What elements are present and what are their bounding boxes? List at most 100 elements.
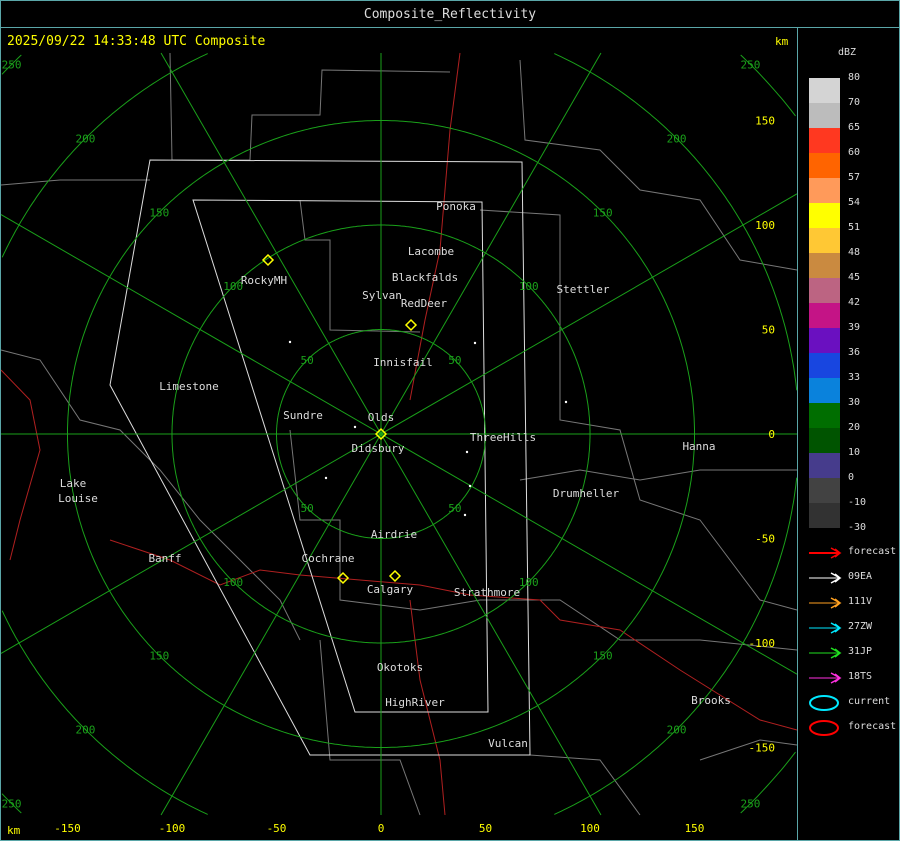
radial-line [0,214,798,675]
range-ring [1,54,796,814]
arrow-icon [809,622,842,634]
color-swatch [809,103,840,128]
radar-site-icon [374,427,388,441]
legend-value: 57 [848,172,861,183]
city-label: Vulcan [488,737,528,750]
radar-site-icon [336,571,350,585]
y-tick-label: -150 [749,742,776,755]
legend-value: 20 [848,422,861,433]
legend-value: 30 [848,397,861,408]
ring-label: 50 [300,354,313,367]
legend-value: 80 [848,72,861,83]
radar-map[interactable]: 50 50 50 50 100 100 100 100 150 150 150 150 200 200 20… [0,0,798,841]
color-swatch [809,328,840,353]
city-label: Limestone [159,380,219,393]
arrow-icon [809,547,842,559]
county-line [0,349,301,641]
arrow-icon [809,597,842,609]
y-tick-label: -50 [755,533,775,546]
legend-value: 60 [848,147,861,158]
color-swatch [809,428,840,453]
x-tick-label: 50 [479,822,492,835]
city-label: ThreeHills [470,431,536,444]
city-label: Blackfalds [392,271,458,284]
radar-site-icon [388,569,402,583]
ring-label: 50 [448,502,461,515]
y-tick-label: -100 [749,637,776,650]
city-label: RedDeer [401,297,448,310]
ring-label: 150 [593,650,613,663]
color-swatch [809,403,840,428]
city-label: Sundre [283,409,323,422]
legend-value: 0 [848,472,855,483]
city-label: Louise [58,492,98,505]
color-swatch [809,203,840,228]
city-label: Calgary [367,583,414,596]
legend-value: -30 [848,522,867,533]
color-swatch [809,78,840,103]
legend-value: 36 [848,347,861,358]
ring-label: 250 [740,59,760,72]
radar-domain-outer [109,159,531,756]
legend-value: 48 [848,247,861,258]
ring-label: 250 [740,797,760,810]
city-label: Banff [148,552,181,565]
legend-track-label: current [848,696,891,707]
city-label: Strathmore [454,586,520,599]
echo-point [324,476,328,480]
ring-label: 200 [76,132,96,145]
legend-track-label: 27ZW [848,621,873,632]
ellipse-icon [809,695,839,711]
ring-label: 200 [76,724,96,737]
radar-site-icon [261,253,275,267]
ring-label: 50 [448,354,461,367]
legend-value: -10 [848,497,867,508]
legend-value: 42 [848,297,861,308]
plot-layer: 50 50 50 50 100 100 100 100 150 150 150 150 200 200 20… [0,52,798,816]
legend-value: 33 [848,372,861,383]
color-swatch [809,178,840,203]
legend-title: dBZ [838,47,857,58]
city-label: Brooks [691,694,731,707]
ring-label: 200 [667,724,687,737]
range-ring [1,53,798,815]
legend-track-label: 31JP [848,646,873,657]
color-swatch [809,478,840,503]
city-label: Sylvan [362,289,402,302]
color-swatch [809,228,840,253]
y-unit-label: km [775,35,789,48]
x-tick-label: -150 [54,822,81,835]
ring-label: 50 [300,502,313,515]
city-label: Cochrane [302,552,355,565]
city-label: Stettler [557,283,610,296]
legend-track-label: 18TS [848,671,873,682]
city-label: Okotoks [377,661,423,674]
echo-point [353,425,357,429]
legend-value: 51 [848,222,861,233]
county-line [289,429,798,651]
arrow-icon [809,672,842,684]
legend-track-label: 111V [848,596,873,607]
ring-label: 100 [519,576,539,589]
radial-line [0,193,798,654]
color-swatch [809,128,840,153]
x-tick-label: 100 [580,822,600,835]
x-tick-label: 0 [378,822,385,835]
legend-track-label: forecast [848,721,897,732]
city-label: Airdrie [371,528,417,541]
city-label: Ponoka [436,200,476,213]
boundary-line [0,369,41,561]
city-label: Olds [368,411,395,424]
city-label: Innisfail [373,356,433,369]
radar-site-icon [404,318,418,332]
color-swatch [809,353,840,378]
city-label: RockyMH [241,274,287,287]
arrow-icon [809,572,842,584]
highway-line [109,539,798,731]
legend-track-label: 09EA [848,571,873,582]
legend-value: 10 [848,447,861,458]
ring-label: 100 [223,576,243,589]
arrow-icon [809,647,842,659]
legend-value: 65 [848,122,861,133]
x-unit-label: km [7,824,21,837]
